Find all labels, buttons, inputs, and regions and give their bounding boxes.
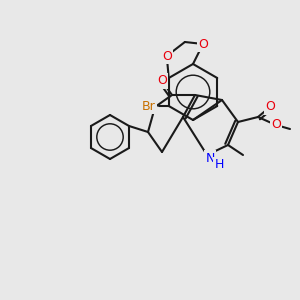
Text: Br: Br [142, 100, 156, 112]
Text: N: N [205, 152, 215, 164]
Text: O: O [162, 50, 172, 62]
Text: H: H [214, 158, 224, 172]
Text: O: O [265, 100, 275, 113]
Text: O: O [157, 74, 167, 88]
Text: O: O [271, 118, 281, 131]
Text: O: O [198, 38, 208, 50]
